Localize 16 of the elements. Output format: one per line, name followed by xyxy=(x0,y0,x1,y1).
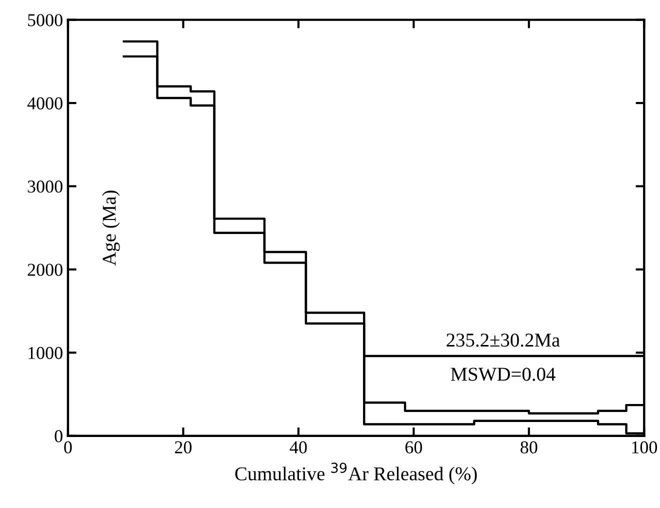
y-tick-label: 2000 xyxy=(28,264,62,276)
x-tick-label: 0 xyxy=(64,441,72,454)
x-tick-label: 80 xyxy=(520,441,538,454)
y-tick-label: 1000 xyxy=(28,346,62,360)
y-axis-title: Age (Ma) xyxy=(102,190,120,266)
x-axis-title: Cumulative $^{39}$Ar Released (%) xyxy=(235,462,477,484)
y-tick-label: 3000 xyxy=(28,180,62,193)
x-tick-label: 20 xyxy=(174,441,192,454)
y-tick-label: 4000 xyxy=(27,97,62,110)
x-tick-label: 60 xyxy=(405,441,422,454)
annotation: MSWD=0.04 xyxy=(450,368,556,381)
x-tick-label: 40 xyxy=(290,441,307,454)
x-tick-label: 100 xyxy=(632,441,658,454)
annotation: 235.2±30.2Ma xyxy=(446,334,560,347)
y-tick-label: 5000 xyxy=(28,14,62,26)
y-tick-label: 0 xyxy=(54,430,62,442)
